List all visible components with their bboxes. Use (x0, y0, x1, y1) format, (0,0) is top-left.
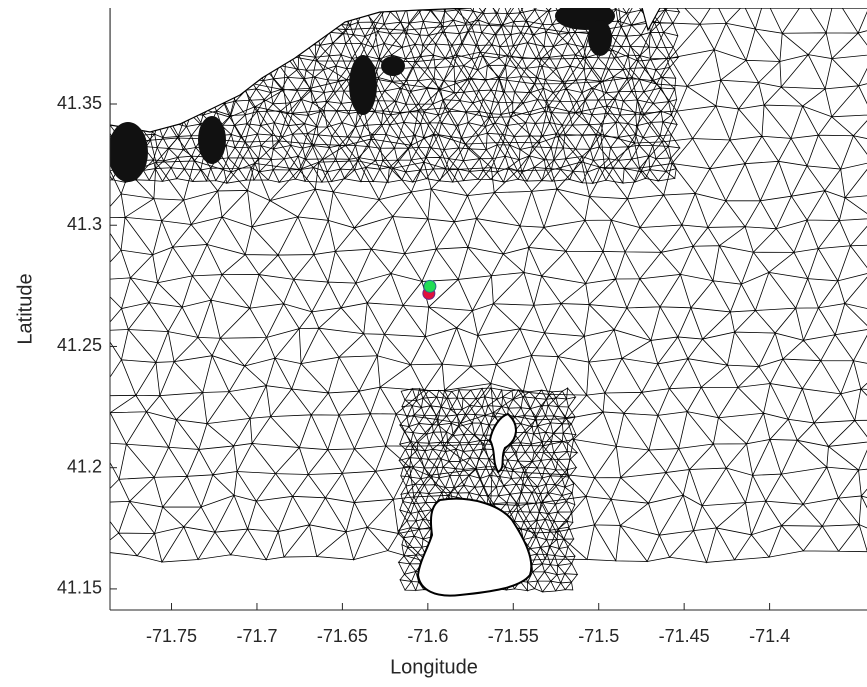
dense-mesh (198, 116, 226, 164)
y-tick-label: 41.15 (57, 578, 102, 598)
page: Longitude Latitude -71.75 -71.7 -71.65 -71.… (0, 0, 867, 687)
chart: Longitude Latitude -71.75 -71.7 -71.65 -71.… (0, 0, 867, 687)
dense-mesh (588, 20, 612, 56)
x-tick-label: -71.65 (317, 626, 368, 646)
dense-mesh (349, 55, 377, 115)
island-small (490, 414, 516, 472)
dense-mesh (381, 56, 405, 76)
x-tick-label: -71.75 (146, 626, 197, 646)
y-tick-label: 41.2 (67, 456, 102, 476)
y-tick-label: 41.25 (57, 335, 102, 355)
dense-mesh (108, 122, 148, 182)
y-tick-label: 41.3 (67, 214, 102, 234)
y-axis-label: Latitude (14, 273, 36, 344)
point (424, 280, 436, 292)
x-tick-label: -71.5 (578, 626, 619, 646)
x-tick-label: -71.7 (236, 626, 277, 646)
y-tick-label: 41.35 (57, 93, 102, 113)
x-axis-label: Longitude (390, 656, 478, 678)
x-tick-label: -71.45 (659, 626, 710, 646)
x-tick-label: -71.55 (488, 626, 539, 646)
x-tick-label: -71.6 (407, 626, 448, 646)
island-large (418, 499, 531, 596)
x-tick-label: -71.4 (749, 626, 790, 646)
